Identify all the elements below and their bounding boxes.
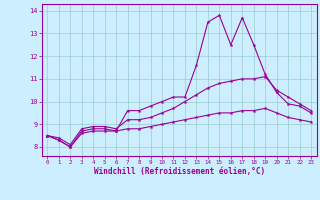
X-axis label: Windchill (Refroidissement éolien,°C): Windchill (Refroidissement éolien,°C) — [94, 167, 265, 176]
